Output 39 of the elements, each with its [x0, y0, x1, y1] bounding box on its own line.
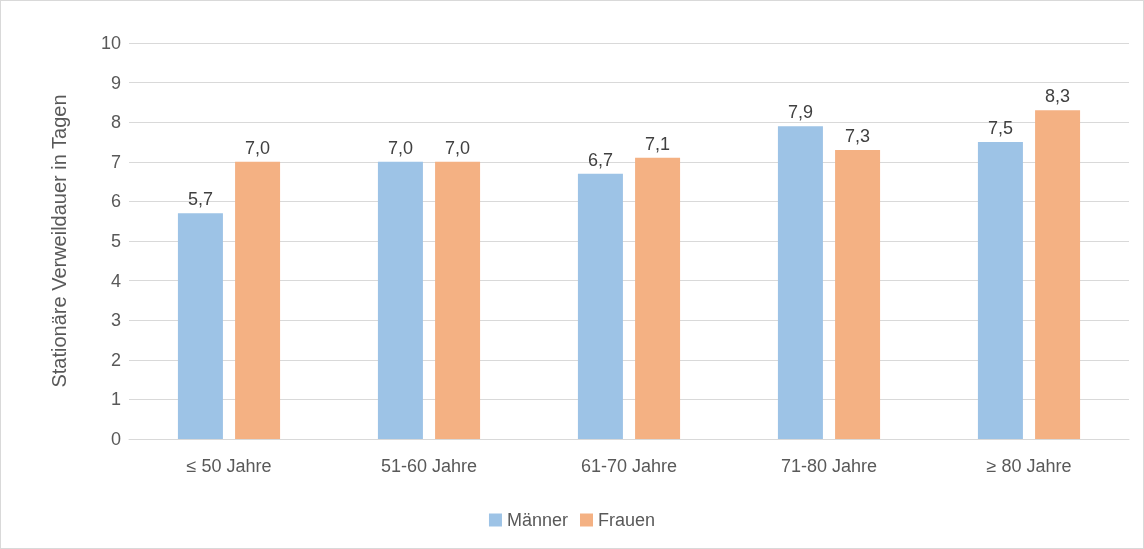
x-tick-label: 51-60 Jahre [380, 456, 478, 476]
data-label: 7,0 [387, 137, 413, 158]
data-label: 7,9 [787, 102, 813, 123]
y-tick-label: 10 [100, 33, 121, 53]
bar [635, 157, 681, 439]
y-tick-label: 1 [110, 389, 121, 410]
bar [435, 161, 481, 439]
data-label: 7,1 [645, 133, 671, 154]
bar [377, 161, 423, 439]
bar [835, 149, 881, 439]
y-tick-label: 0 [110, 429, 121, 449]
y-tick-label: 8 [110, 112, 121, 133]
legend-label: Frauen [598, 510, 656, 530]
data-label: 7,0 [245, 137, 271, 158]
data-label: 7,0 [445, 137, 471, 158]
legend-label: Männer [506, 510, 569, 530]
bar [1035, 110, 1081, 439]
data-label: 8,3 [1045, 86, 1071, 107]
y-tick-label: 6 [110, 191, 121, 212]
y-tick-label: 9 [110, 72, 121, 93]
bar [777, 126, 823, 439]
data-label: 7,3 [845, 125, 871, 146]
y-tick-label: 7 [110, 151, 121, 172]
x-tick-label: ≥ 80 Jahre [986, 456, 1072, 476]
data-label: 5,7 [187, 189, 213, 210]
bar [977, 142, 1023, 439]
y-tick-label: 4 [110, 270, 121, 291]
y-tick-label: 2 [110, 349, 121, 370]
y-tick-label: 3 [110, 310, 121, 331]
bar [177, 213, 223, 439]
y-tick-label: 5 [110, 231, 121, 251]
bar [577, 173, 623, 439]
bar [235, 161, 281, 439]
data-label: 6,7 [587, 149, 613, 170]
y-axis-title: Stationäre Verweildauer in Tagen [48, 94, 70, 388]
data-label: 7,5 [987, 118, 1013, 138]
x-tick-label: ≤ 50 Jahre [186, 456, 272, 476]
x-tick-label: 71-80 Jahre [780, 456, 878, 476]
x-tick-label: 61-70 Jahre [580, 456, 678, 476]
